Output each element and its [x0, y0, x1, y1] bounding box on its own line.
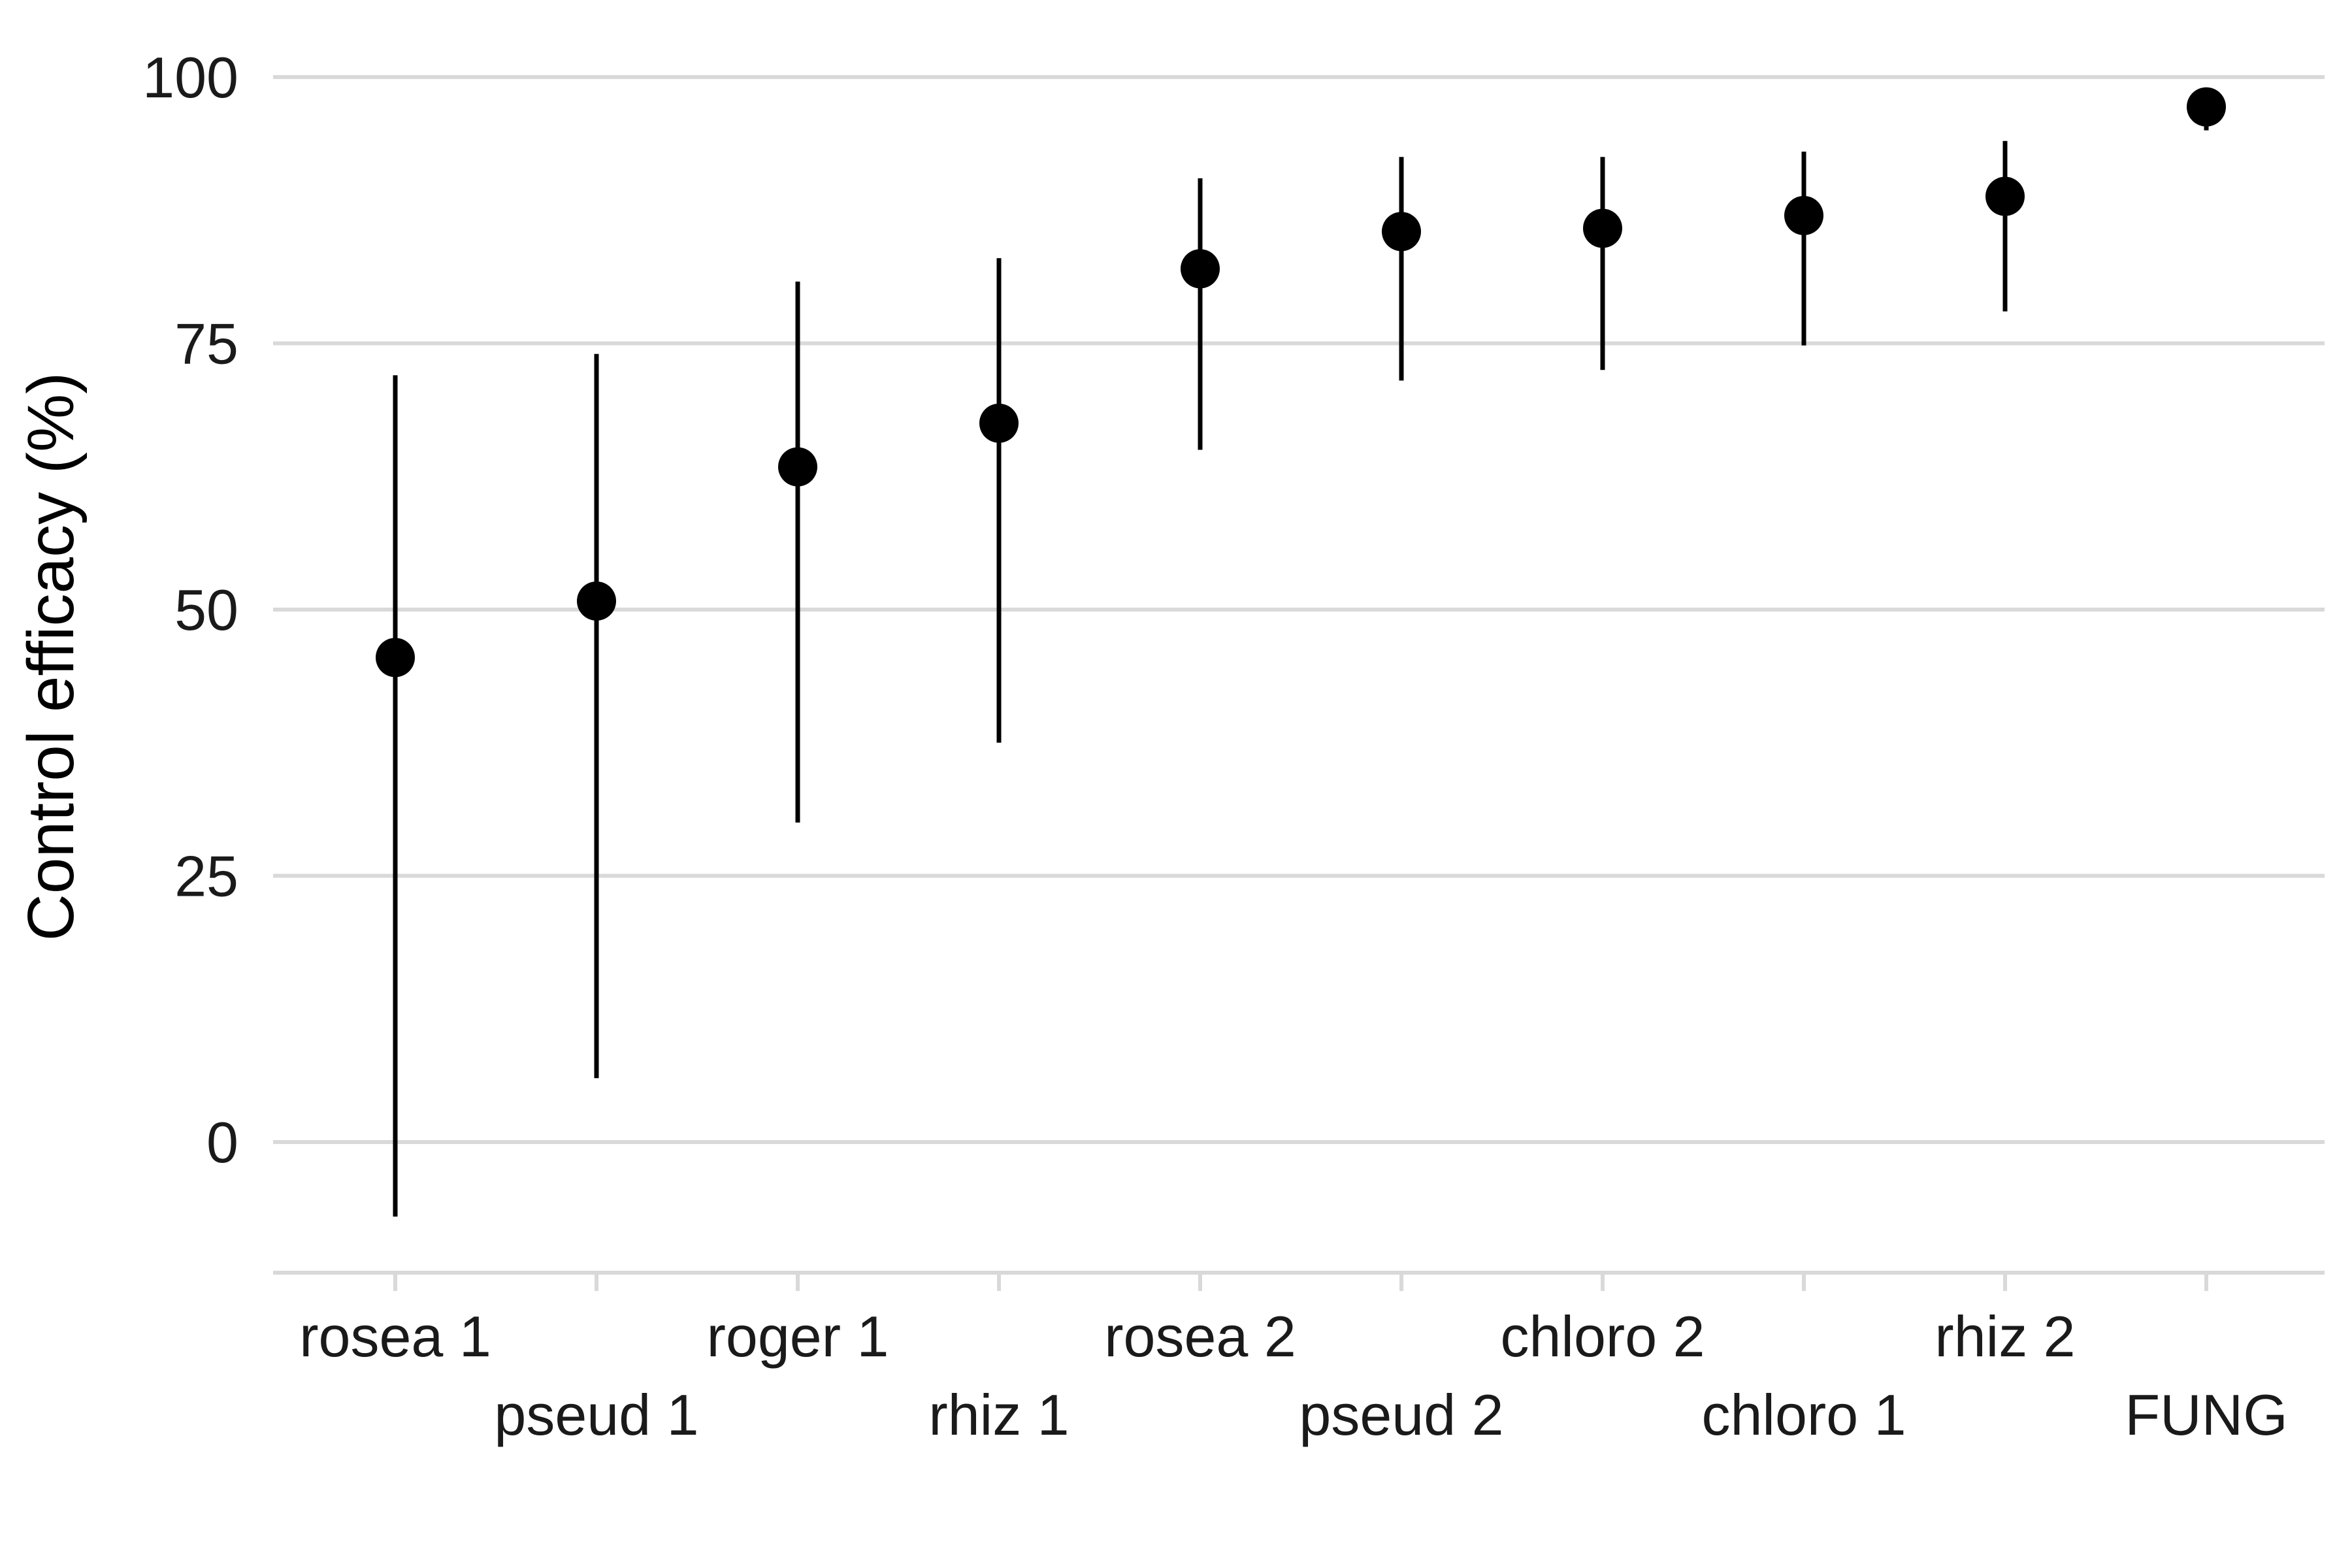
error-bars	[393, 93, 2209, 1217]
data-point	[1181, 249, 1220, 289]
data-point	[1985, 176, 2025, 216]
y-tick-label: 50	[174, 578, 238, 642]
x-tick-label: rhiz 2	[1935, 1304, 2075, 1369]
y-axis-title: Control efficacy (%)	[14, 372, 88, 941]
data-point	[778, 447, 817, 487]
x-tick-label: pseud 2	[1299, 1382, 1503, 1447]
data-point	[979, 403, 1019, 443]
x-tick-label: rosea 1	[299, 1304, 491, 1369]
x-axis	[273, 1271, 2325, 1291]
x-tick-label: chloro 1	[1701, 1382, 1906, 1447]
x-tick-label: roger 1	[707, 1304, 889, 1369]
y-tick-label: 25	[174, 844, 238, 909]
data-point	[577, 581, 616, 621]
gridlines	[273, 75, 2325, 1144]
x-tick-label: pseud 1	[494, 1382, 698, 1447]
data-point	[1382, 212, 1421, 252]
data-point	[2187, 87, 2226, 127]
data-point	[376, 638, 415, 678]
data-points	[376, 87, 2226, 678]
y-tick-labels: 0 25 50 75 100	[142, 45, 238, 1175]
data-point	[1583, 208, 1622, 248]
x-tick-label: rhiz 1	[928, 1382, 1069, 1447]
x-tick-label: rosea 2	[1104, 1304, 1296, 1369]
y-tick-label: 75	[174, 312, 238, 376]
y-tick-label: 0	[206, 1110, 238, 1175]
x-tick-label: FUNG	[2125, 1382, 2287, 1447]
data-point	[1784, 195, 1823, 235]
x-tick-label: chloro 2	[1500, 1304, 1705, 1369]
y-tick-label: 100	[142, 45, 238, 110]
